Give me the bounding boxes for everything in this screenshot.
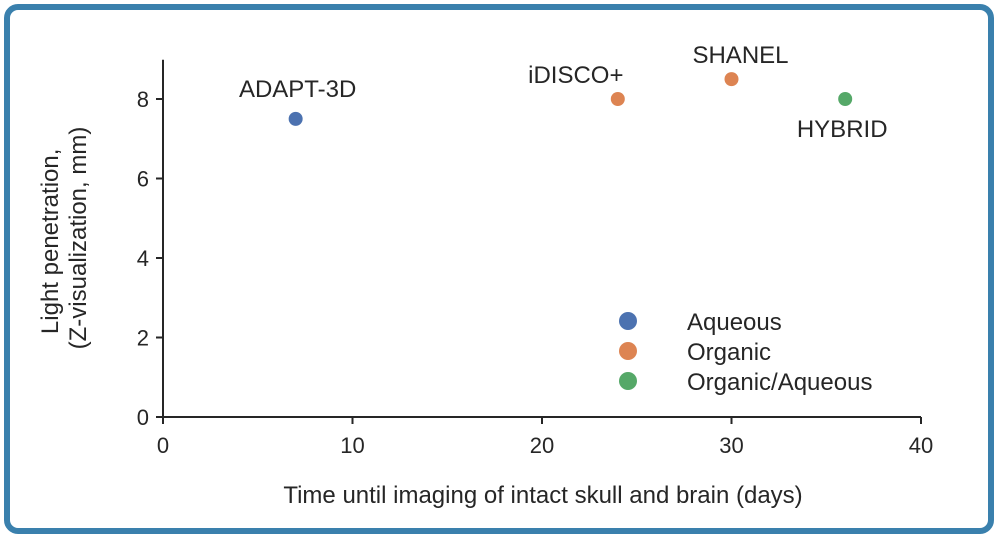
point-label: HYBRID <box>797 116 888 143</box>
x-axis-label: Time until imaging of intact skull and b… <box>283 482 802 509</box>
legend-marker <box>619 312 637 330</box>
data-point <box>610 92 625 106</box>
y-axis-label-line-2: (Z-visualization, mm) <box>65 127 92 350</box>
data-point <box>838 92 853 106</box>
y-tick-label: 0 <box>137 405 149 430</box>
legend-marker <box>619 372 637 390</box>
legend-marker <box>619 342 637 360</box>
x-tick-label: 10 <box>340 433 364 458</box>
y-axis-label-line-1: Light penetration, <box>37 149 64 334</box>
data-point <box>288 111 303 126</box>
point-label: iDISCO+ <box>528 62 623 89</box>
y-tick-label: 8 <box>137 87 149 112</box>
legend-label: Organic <box>687 339 771 366</box>
point-label: ADAPT-3D <box>239 76 356 103</box>
y-tick-label: 2 <box>137 326 149 351</box>
x-tick-label: 0 <box>157 433 169 458</box>
legend-label: Organic/Aqueous <box>687 369 872 396</box>
y-axis-label: Light penetration, (Z-visualization, mm) <box>37 127 92 350</box>
x-tick-label: 40 <box>909 433 933 458</box>
chart-frame <box>4 4 994 534</box>
x-tick-label: 20 <box>530 433 554 458</box>
point-label: SHANEL <box>692 42 788 69</box>
legend-label: Aqueous <box>687 309 782 336</box>
data-point <box>724 72 739 87</box>
y-tick-label: 6 <box>137 167 149 192</box>
y-tick-label: 4 <box>137 246 149 271</box>
x-tick-label: 30 <box>719 433 743 458</box>
